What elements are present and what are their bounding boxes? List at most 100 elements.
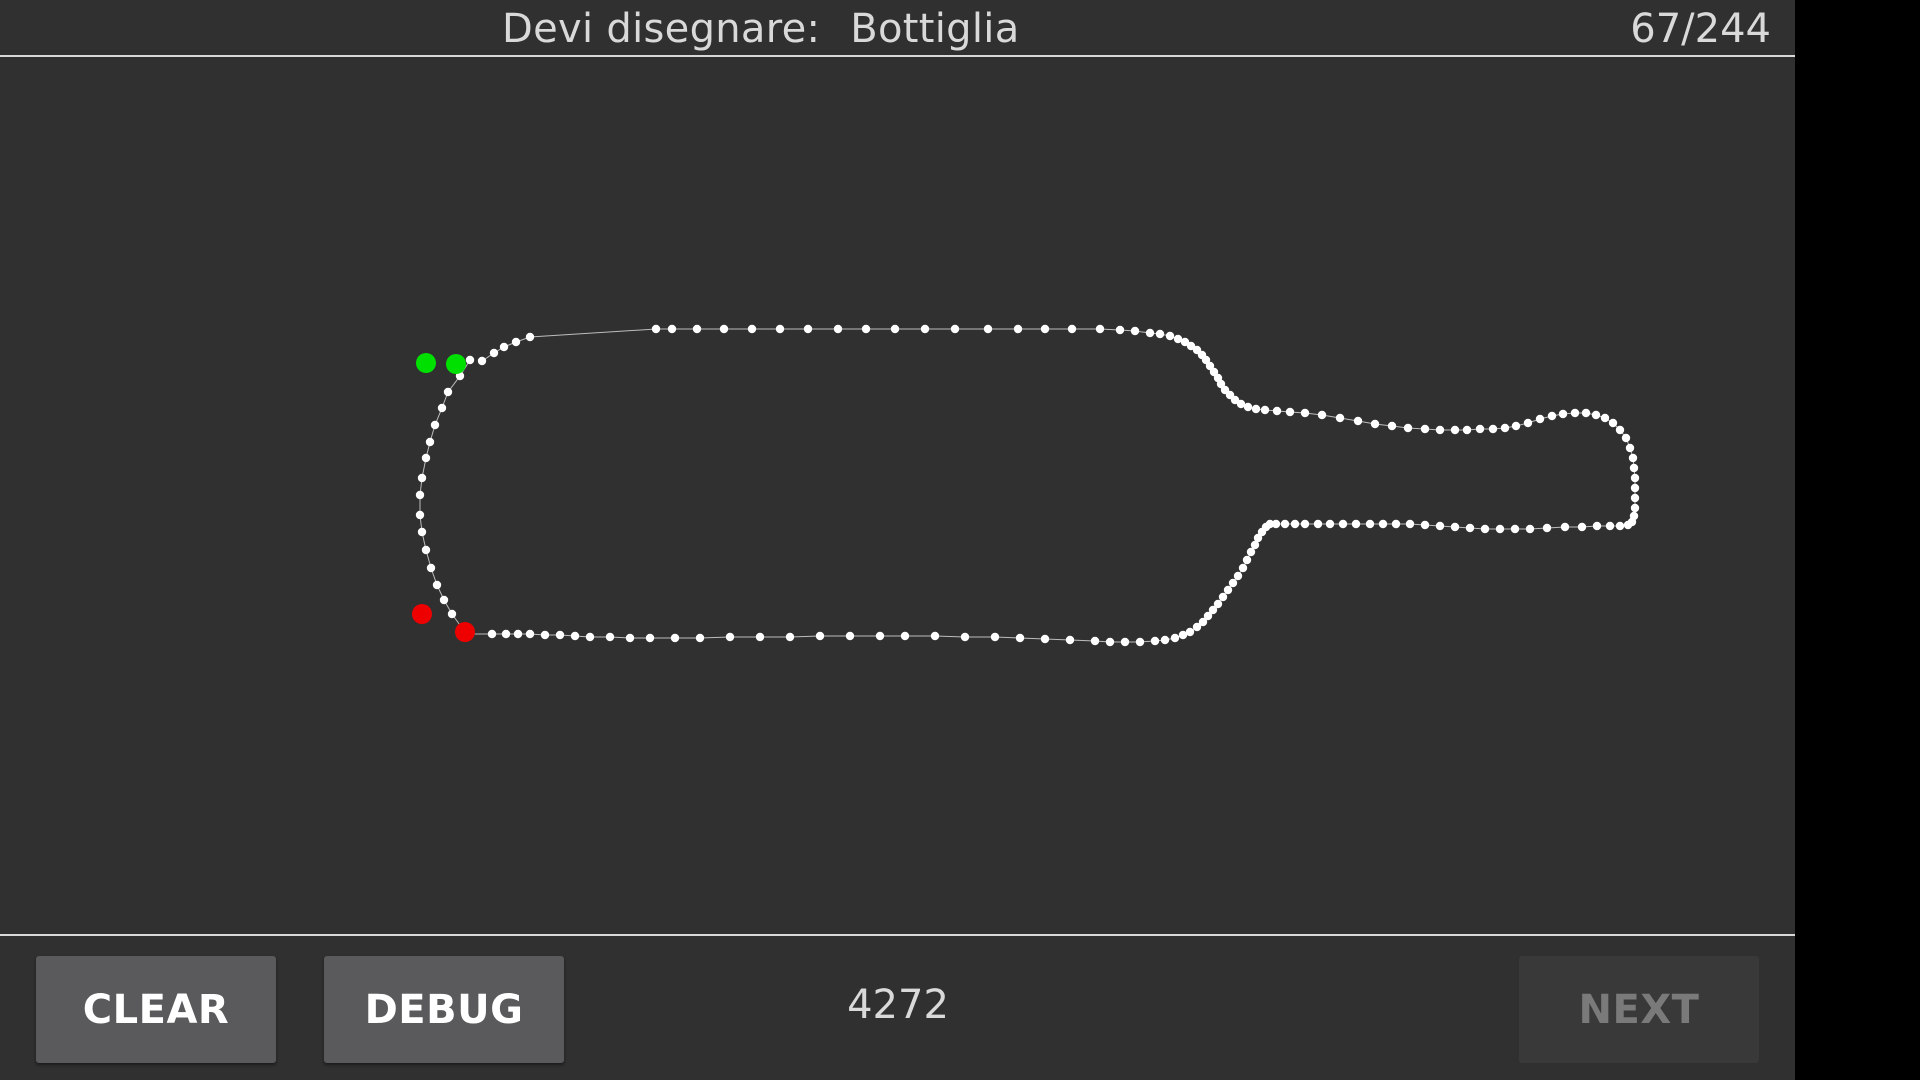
stroke-point [1547,411,1557,421]
stroke-point [1615,425,1625,435]
stroke-point [1233,571,1243,581]
stroke-point [1155,329,1165,339]
stroke-point [1236,399,1246,409]
stroke-point [1213,599,1223,609]
stroke-point [1185,627,1195,637]
stroke-point [1238,563,1248,573]
drawing-canvas[interactable] [0,58,1795,934]
stroke-point [1209,367,1219,377]
stroke-point [443,387,453,397]
stroke-point [1290,519,1300,529]
stroke-point [455,371,465,381]
stroke-point [1203,611,1213,621]
stroke-point [1435,521,1445,531]
stroke-point [1450,425,1460,435]
stroke-point [1510,524,1520,534]
stroke-point [1535,414,1545,424]
stroke-point [875,631,885,641]
stroke-point [960,632,970,642]
stroke-point [437,403,447,413]
stroke-point [1365,519,1375,529]
stroke-point [1353,416,1363,426]
stroke-point [1105,637,1115,647]
stroke-point [570,631,580,641]
stroke-point [1223,585,1233,595]
progress-counter: 67/244 [1630,6,1771,52]
footer-bar: CLEAR DEBUG 4272 NEXT [0,934,1795,1080]
stroke-point [1265,519,1275,529]
stroke-point [1243,402,1253,412]
stroke-point [1242,555,1252,565]
clear-button[interactable]: CLEAR [36,956,276,1063]
stroke-point [651,324,661,334]
stroke-point [1135,637,1145,647]
stroke-point [1628,453,1638,463]
stroke-point [1630,493,1640,503]
end-marker [412,604,432,624]
stroke-point [1015,633,1025,643]
stroke-point [487,629,497,639]
stroke-point [1040,634,1050,644]
stroke-point [1370,419,1380,429]
stroke-point [1525,524,1535,534]
stroke-point [950,324,960,334]
next-button: NEXT [1519,956,1759,1063]
stroke-point [1013,324,1023,334]
stroke-point [1228,578,1238,588]
drawing-svg [412,324,1640,647]
stroke-point [1511,421,1521,431]
stroke-path [419,328,1636,643]
stroke-point [1591,410,1601,420]
stroke-point [670,633,680,643]
stroke-point [1300,408,1310,418]
target-word: Bottiglia [850,6,1020,52]
stroke-point [1450,522,1460,532]
stroke-point [1615,521,1625,531]
stroke-point [1608,418,1618,428]
stroke-point [426,563,436,573]
stroke-point [1317,410,1327,420]
stroke-point [1351,519,1361,529]
stroke-point [489,348,499,358]
stroke-point [513,629,523,639]
stroke-point [1246,547,1256,557]
stroke-point [415,510,425,520]
stroke-point [1067,324,1077,334]
stroke-point [725,632,735,642]
stroke-point [1213,373,1223,383]
stroke-point [415,490,425,500]
stroke-point [1040,324,1050,334]
stroke-point [555,630,565,640]
stroke-point [439,595,449,605]
stroke-point [1170,633,1180,643]
header-bar: Devi disegnare: Bottiglia 67/244 [0,0,1795,57]
stroke-point [465,355,475,365]
stroke-point [417,473,427,483]
prompt-label: Devi disegnare: [502,6,821,52]
stroke-point [1480,524,1490,534]
stroke-point [900,631,910,641]
stroke-point [1630,483,1640,493]
stroke-point [499,342,509,352]
stroke-point [803,324,813,334]
stroke-point [833,324,843,334]
stroke-point [990,632,1000,642]
stroke-point [1600,413,1610,423]
drawing-prompt: Devi disegnare: Bottiglia [502,6,1020,52]
stroke-point [585,632,595,642]
stroke-point [525,332,535,342]
stroke-point [477,356,487,366]
stroke-point [1605,521,1615,531]
stroke-point [1560,522,1570,532]
stroke-point [1198,617,1208,627]
stroke-point [421,453,431,463]
debug-button[interactable]: DEBUG [324,956,564,1063]
stroke-point [625,633,635,643]
stroke-point [1065,635,1075,645]
stroke-point [1629,511,1639,521]
stroke-point [1630,503,1640,513]
stroke-point [1523,418,1533,428]
stroke-point [1592,521,1602,531]
stroke-point [1577,522,1587,532]
stroke-point [1095,324,1105,334]
